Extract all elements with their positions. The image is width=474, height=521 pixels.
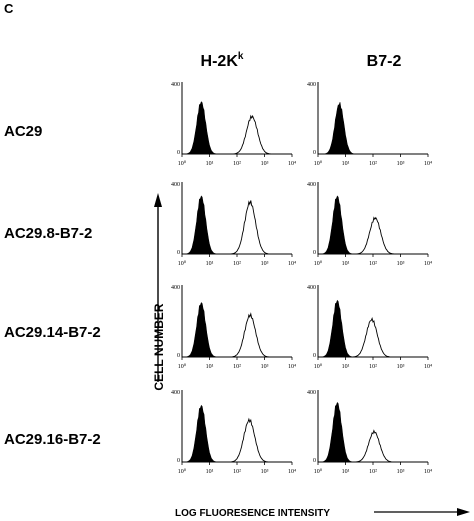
panel-ac29-16-b7-2-b7-2-y-tick-label-bottom: 0 xyxy=(313,458,316,464)
y-axis-arrow xyxy=(154,193,162,382)
panel-ac29-14-b7-2-b7-2-x-tick-label-2: 10² xyxy=(369,364,377,370)
panel-ac29-16-b7-2-b7-2-y-tick-label-top: 400 xyxy=(307,390,316,396)
panel-ac29-8-b7-2-b7-2: 10⁰ 10¹ 10² 10³ 10⁴ 400 0 xyxy=(307,182,432,267)
column-header-b72: B7-2 xyxy=(367,53,402,70)
panel-ac29-14-b7-2-b7-2-y-tick-label-top: 400 xyxy=(307,285,316,291)
panel-ac29-h-2k-y-tick-label-bottom: 0 xyxy=(177,150,180,156)
panel-ac29-14-b7-2-h-2k-x-tick-label-1: 10¹ xyxy=(206,364,214,370)
panel-ac29-14-b7-2-b7-2-x-tick-label-1: 10¹ xyxy=(342,364,350,370)
panel-ac29-14-b7-2-h-2k-x-tick-label-4: 10⁴ xyxy=(288,364,296,370)
panel-ac29-14-b7-2-b7-2-stained-histogram xyxy=(318,316,428,358)
panel-ac29-b7-2-x-tick-label-3: 10³ xyxy=(397,161,405,167)
panel-ac29-h-2k: 10⁰ 10¹ 10² 10³ 10⁴ 400 0 xyxy=(171,82,296,167)
panel-ac29-16-b7-2-b7-2: 10⁰ 10¹ 10² 10³ 10⁴ 400 0 xyxy=(307,390,432,475)
panel-ac29-16-b7-2-h-2k-x-tick-label-2: 10² xyxy=(233,469,241,475)
x-axis-label: LOG FLUORESENCE INTENSITY xyxy=(175,508,330,519)
panel-ac29-16-b7-2-h-2k-y-tick-label-top: 400 xyxy=(171,390,180,396)
panel-ac29-b7-2-y-tick-label-top: 400 xyxy=(307,82,316,88)
panel-ac29-8-b7-2-h-2k-stained-histogram xyxy=(182,200,292,255)
panel-ac29-h-2k-y-tick-label-top: 400 xyxy=(171,82,180,88)
panel-ac29-14-b7-2-b7-2-x-tick-label-3: 10³ xyxy=(397,364,405,370)
panel-ac29-16-b7-2-h-2k-stained-histogram xyxy=(182,417,292,463)
panel-ac29-8-b7-2-b7-2-x-tick-label-4: 10⁴ xyxy=(424,261,432,267)
panel-ac29-16-b7-2-b7-2-x-tick-label-1: 10¹ xyxy=(342,469,350,475)
panel-ac29-h-2k-x-tick-label-4: 10⁴ xyxy=(288,161,296,167)
panel-ac29-14-b7-2-b7-2-control-histogram xyxy=(318,299,428,358)
panel-ac29-8-b7-2-b7-2-x-tick-label-0: 10⁰ xyxy=(314,260,323,267)
panel-ac29-14-b7-2-h-2k-control-histogram xyxy=(182,302,292,358)
y-arrow-head xyxy=(154,193,162,207)
panel-ac29-16-b7-2-h-2k-x-tick-label-4: 10⁴ xyxy=(288,469,296,475)
panel-ac29-14-b7-2-h-2k-x-tick-label-0: 10⁰ xyxy=(178,363,187,370)
panel-ac29-8-b7-2-b7-2-y-tick-label-top: 400 xyxy=(307,182,316,188)
row-label-ac29-8: AC29.8-B7-2 xyxy=(4,225,92,242)
panel-ac29-h-2k-x-tick-label-2: 10² xyxy=(233,161,241,167)
panel-ac29-14-b7-2-b7-2-x-tick-label-4: 10⁴ xyxy=(424,364,432,370)
panel-letter: C xyxy=(4,1,14,16)
panel-ac29-16-b7-2-b7-2-x-tick-label-3: 10³ xyxy=(397,469,405,475)
panel-ac29-14-b7-2-h-2k-stained-histogram xyxy=(182,312,292,358)
panel-ac29-16-b7-2-h-2k-x-tick-label-3: 10³ xyxy=(261,469,269,475)
panel-ac29-b7-2-y-tick-label-bottom: 0 xyxy=(313,150,316,156)
panel-ac29-h-2k-stained-histogram xyxy=(182,114,292,155)
panel-ac29-8-b7-2-h-2k-y-tick-label-top: 400 xyxy=(171,182,180,188)
panel-ac29-h-2k-control-histogram xyxy=(182,101,292,155)
column-header-h2kk: H-2Kk xyxy=(201,51,244,70)
panel-ac29-8-b7-2-b7-2-control-histogram xyxy=(318,195,428,255)
panel-ac29-b7-2-x-tick-label-0: 10⁰ xyxy=(314,160,323,167)
panel-ac29-8-b7-2-h-2k-x-tick-label-1: 10¹ xyxy=(206,261,214,267)
panel-ac29-14-b7-2-b7-2-y-tick-label-bottom: 0 xyxy=(313,353,316,359)
panel-ac29-h-2k-x-tick-label-0: 10⁰ xyxy=(178,160,187,167)
panel-ac29-8-b7-2-h-2k-control-histogram xyxy=(182,195,292,255)
row-label-ac29-14: AC29.14-B7-2 xyxy=(4,324,101,341)
panel-ac29-14-b7-2-b7-2-x-tick-label-0: 10⁰ xyxy=(314,363,323,370)
panel-ac29-8-b7-2-h-2k: 10⁰ 10¹ 10² 10³ 10⁴ 400 0 xyxy=(171,182,296,267)
panel-ac29-8-b7-2-h-2k-x-tick-label-4: 10⁴ xyxy=(288,261,296,267)
panel-ac29-h-2k-x-tick-label-1: 10¹ xyxy=(206,161,214,167)
panel-ac29-16-b7-2-h-2k-control-histogram xyxy=(182,404,292,463)
panel-ac29-b7-2-x-tick-label-1: 10¹ xyxy=(342,161,350,167)
panel-ac29-8-b7-2-b7-2-x-tick-label-2: 10² xyxy=(369,261,377,267)
column-header-h2kk-main: H-2K xyxy=(201,53,239,70)
panel-ac29-16-b7-2-b7-2-stained-histogram xyxy=(318,429,428,463)
panel-ac29-14-b7-2-b7-2: 10⁰ 10¹ 10² 10³ 10⁴ 400 0 xyxy=(307,285,432,370)
panel-ac29-b7-2-x-tick-label-4: 10⁴ xyxy=(424,161,432,167)
panel-ac29-8-b7-2-h-2k-x-tick-label-2: 10² xyxy=(233,261,241,267)
panel-ac29-16-b7-2-b7-2-x-tick-label-4: 10⁴ xyxy=(424,469,432,475)
panel-ac29-14-b7-2-h-2k-y-tick-label-bottom: 0 xyxy=(177,353,180,359)
x-arrow-head xyxy=(457,508,470,516)
panel-ac29-8-b7-2-b7-2-y-tick-label-bottom: 0 xyxy=(313,250,316,256)
panel-ac29-b7-2-x-tick-label-2: 10² xyxy=(369,161,377,167)
panel-ac29-8-b7-2-h-2k-x-tick-label-0: 10⁰ xyxy=(178,260,187,267)
panel-ac29-16-b7-2-h-2k: 10⁰ 10¹ 10² 10³ 10⁴ 400 0 xyxy=(171,390,296,475)
panel-ac29-8-b7-2-b7-2-stained-histogram xyxy=(318,216,428,255)
column-header-h2kk-superscript: k xyxy=(238,51,244,62)
panel-ac29-b7-2-control-histogram xyxy=(318,102,428,155)
panel-ac29-16-b7-2-h-2k-x-tick-label-0: 10⁰ xyxy=(178,468,187,475)
panel-ac29-8-b7-2-h-2k-y-tick-label-bottom: 0 xyxy=(177,250,180,256)
panel-ac29-16-b7-2-b7-2-x-tick-label-0: 10⁰ xyxy=(314,468,323,475)
row-label-ac29-16: AC29.16-B7-2 xyxy=(4,431,101,448)
panel-ac29-16-b7-2-h-2k-x-tick-label-1: 10¹ xyxy=(206,469,214,475)
panel-ac29-b7-2: 10⁰ 10¹ 10² 10³ 10⁴ 400 0 xyxy=(307,82,432,167)
panel-ac29-14-b7-2-h-2k-y-tick-label-top: 400 xyxy=(171,285,180,291)
panel-ac29-14-b7-2-h-2k-x-tick-label-3: 10³ xyxy=(261,364,269,370)
panel-ac29-16-b7-2-h-2k-y-tick-label-bottom: 0 xyxy=(177,458,180,464)
panel-ac29-h-2k-x-tick-label-3: 10³ xyxy=(261,161,269,167)
x-axis-arrow xyxy=(374,508,470,516)
y-axis-label: CELL NUMBER xyxy=(152,303,166,390)
panel-ac29-14-b7-2-h-2k: 10⁰ 10¹ 10² 10³ 10⁴ 400 0 xyxy=(171,285,296,370)
panel-ac29-8-b7-2-h-2k-x-tick-label-3: 10³ xyxy=(261,261,269,267)
panel-ac29-8-b7-2-b7-2-x-tick-label-3: 10³ xyxy=(397,261,405,267)
panel-ac29-16-b7-2-b7-2-x-tick-label-2: 10² xyxy=(369,469,377,475)
panel-ac29-8-b7-2-b7-2-x-tick-label-1: 10¹ xyxy=(342,261,350,267)
panel-ac29-14-b7-2-h-2k-x-tick-label-2: 10² xyxy=(233,364,241,370)
row-label-ac29: AC29 xyxy=(4,123,42,140)
